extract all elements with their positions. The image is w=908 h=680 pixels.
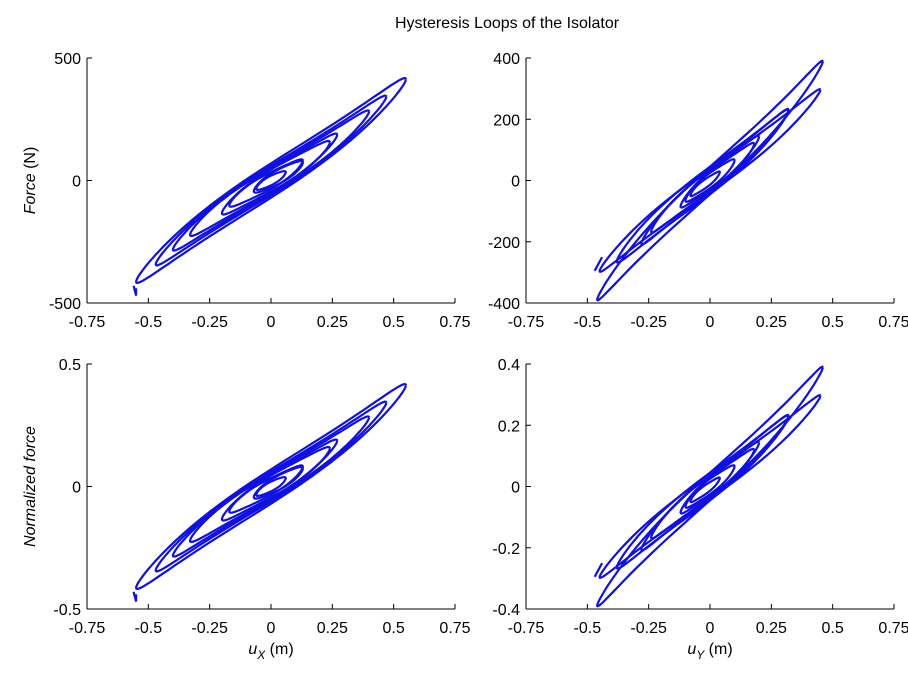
y-tick-label: -400 [488, 296, 520, 313]
x-tick-label: -0.25 [191, 314, 228, 331]
y-tick-label: -200 [488, 235, 520, 252]
hysteresis-loop [171, 109, 371, 252]
x-tick-label: -0.5 [574, 314, 602, 331]
hysteresis-loop [135, 383, 407, 590]
hysteresis-loop [596, 365, 824, 608]
chart-panel-bottom-right: -0.75 -0.5 -0.25 0 0.25 0.5 0.75 -0.4 -0.2 0 0.2 0.… [492, 357, 908, 662]
hysteresis-loop [135, 77, 407, 284]
y-axis-label: Normalized force [22, 426, 39, 547]
chart-panel-top-right: -0.75 -0.5 -0.25 0 0.25 0.5 0.75 -400 -200 0 200 40… [488, 51, 908, 331]
x-tick-label: 0 [706, 620, 715, 637]
hysteresis-loop [252, 159, 304, 194]
y-tick-label: 400 [493, 51, 520, 68]
x-tick-label: -0.5 [135, 314, 163, 331]
y-tick-label: -0.5 [53, 602, 81, 619]
hysteresis-loop [255, 476, 287, 497]
y-axis-label: Force (N) [22, 147, 39, 215]
series-group [593, 365, 824, 608]
hysteresis-loop [171, 415, 371, 558]
loop-tail [593, 562, 604, 578]
x-tick-label: -0.5 [135, 620, 163, 637]
x-tick-label: -0.75 [69, 314, 106, 331]
x-tick-label: 0.75 [878, 314, 908, 331]
x-tick-label: -0.25 [191, 620, 228, 637]
x-tick-label: 0.5 [383, 314, 405, 331]
y-tick-label: 0 [511, 174, 520, 191]
x-tick-label: 0.5 [822, 314, 844, 331]
figure-title: Hysteresis Loops of the Isolator [395, 15, 620, 32]
y-tick-label: 200 [493, 112, 520, 129]
hysteresis-loop [650, 440, 761, 540]
x-tick-label: -0.75 [69, 620, 106, 637]
y-tick-label: 0.4 [498, 357, 520, 374]
hysteresis-loop [596, 59, 824, 302]
x-tick-label: 0.25 [317, 620, 348, 637]
x-tick-label: -0.75 [508, 314, 545, 331]
hysteresis-loop [679, 141, 756, 209]
chart-panel-bottom-left: -0.75 -0.5 -0.25 0 0.25 0.5 0.75-0.500.5Normal… [22, 357, 471, 662]
y-tick-label: 0 [511, 480, 520, 497]
x-axis-label: uX (m) [248, 641, 293, 662]
loop-tail [593, 256, 604, 272]
y-tick-label: 0.5 [59, 357, 81, 374]
x-tick-label: -0.25 [630, 314, 667, 331]
x-tick-label: 0 [267, 314, 276, 331]
hysteresis-loop [188, 438, 339, 544]
hysteresis-loop [154, 400, 388, 573]
hysteresis-loop [684, 464, 736, 509]
x-tick-label: 0.75 [439, 620, 470, 637]
y-tick-label: -500 [49, 296, 81, 313]
y-tick-label: -0.2 [492, 541, 520, 558]
hysteresis-loop [640, 107, 790, 246]
x-tick-label: -0.5 [574, 620, 602, 637]
hysteresis-loop [679, 447, 756, 515]
series-group [132, 77, 407, 296]
panels: -0.75 -0.5 -0.25 0 0.25 0.5 0.75-5000500Force … [22, 51, 908, 662]
hysteresis-loop [689, 170, 721, 198]
chart-panel-top-left: -0.75 -0.5 -0.25 0 0.25 0.5 0.75 -500 0 500 Force … [22, 51, 471, 331]
hysteresis-loop [598, 394, 822, 579]
series-group [593, 59, 824, 302]
hysteresis-loop [188, 132, 339, 238]
x-tick-label: 0.25 [756, 620, 787, 637]
series-group [132, 383, 407, 602]
y-tick-label: 0 [72, 174, 81, 191]
hysteresis-loop [255, 170, 287, 191]
x-tick-label: 0.25 [756, 314, 787, 331]
x-tick-label: 0.5 [383, 620, 405, 637]
x-tick-label: 0.75 [878, 620, 908, 637]
hysteresis-loop [640, 413, 790, 552]
y-tick-label: -0.4 [492, 602, 520, 619]
y-tick-label: 0.2 [498, 418, 520, 435]
hysteresis-loop [220, 139, 331, 216]
x-tick-label: 0 [267, 620, 276, 637]
loop-tail [132, 285, 138, 296]
x-tick-label: 0 [706, 314, 715, 331]
y-tick-label: 500 [54, 51, 81, 68]
x-tick-label: 0.25 [317, 314, 348, 331]
hysteresis-loop [154, 94, 388, 267]
y-tick-label: 0 [72, 480, 81, 497]
x-tick-label: -0.25 [630, 620, 667, 637]
x-axis-label: uY (m) [687, 641, 732, 662]
hysteresis-loop [684, 158, 736, 203]
hysteresis-loop [598, 88, 822, 273]
hysteresis-loop [689, 476, 721, 504]
x-tick-label: -0.75 [508, 620, 545, 637]
hysteresis-loop [252, 465, 304, 500]
hysteresis-loop [650, 134, 761, 234]
hysteresis-loop [220, 445, 331, 522]
loop-tail [132, 591, 138, 602]
x-tick-label: 0.75 [439, 314, 470, 331]
x-tick-label: 0.5 [822, 620, 844, 637]
